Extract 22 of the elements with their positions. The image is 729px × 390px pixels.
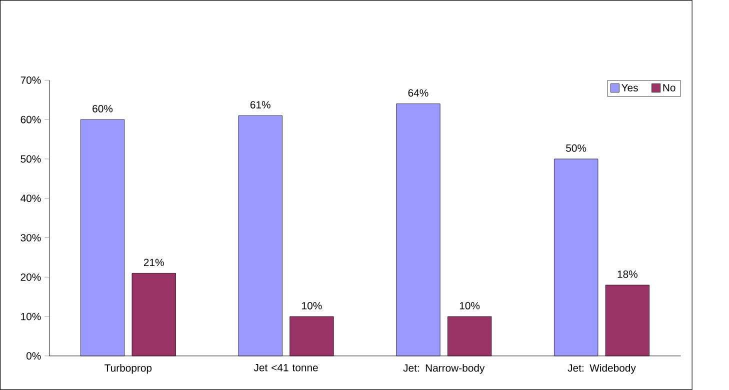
data-label: 64% <box>408 89 428 97</box>
y-tick-label: 70% <box>20 76 41 84</box>
x-tick-label: Turboprop <box>104 364 152 374</box>
y-tick-label: 40% <box>20 194 41 202</box>
y-tick-label: 60% <box>20 116 41 124</box>
y-tick-label: 10% <box>21 312 41 320</box>
data-label: 10% <box>302 302 322 310</box>
y-tick-label: 30% <box>20 234 41 242</box>
data-label: 18% <box>618 270 638 278</box>
y-tick-label: 50% <box>20 155 41 163</box>
data-label: 21% <box>144 258 164 266</box>
x-tick-label: Jet: Widebody <box>568 364 636 374</box>
y-tick-label: 20% <box>20 273 41 281</box>
data-label: 10% <box>460 302 480 310</box>
y-tick-label: 0% <box>26 352 41 360</box>
data-label: 60% <box>92 105 113 112</box>
x-tick-label: Jet: Narrow-body <box>403 364 485 374</box>
data-label: 61% <box>250 101 270 108</box>
x-tick-label: Jet <41 tonne <box>254 364 318 372</box>
data-label: 50% <box>566 144 586 152</box>
legend-label: No <box>663 84 676 92</box>
legend-label: Yes <box>622 84 638 92</box>
